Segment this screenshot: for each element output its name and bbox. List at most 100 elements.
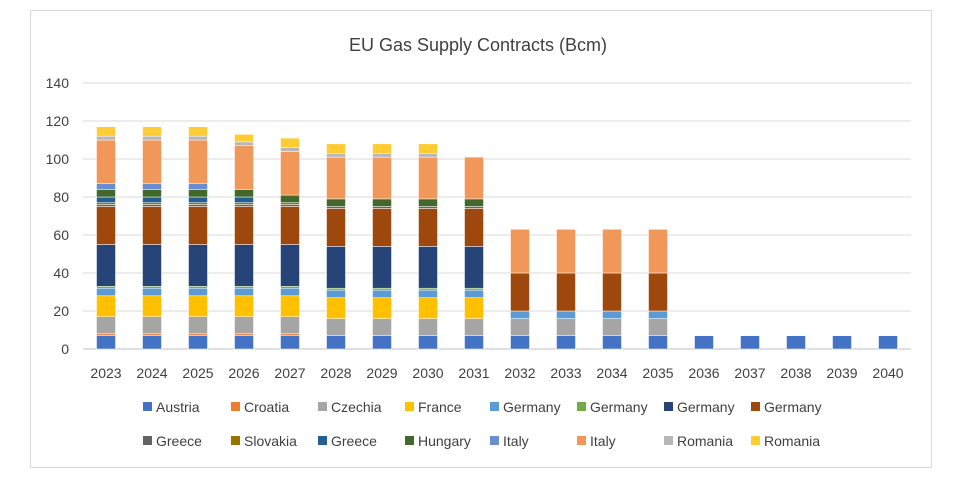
bar-segment	[510, 335, 530, 350]
y-tick-label: 60	[53, 227, 69, 243]
bar-segment	[280, 147, 300, 152]
bar-segment	[96, 287, 116, 297]
bar-segment	[464, 246, 484, 289]
bar-segment	[602, 272, 622, 312]
bar-segment	[234, 196, 254, 203]
x-tick-label: 2034	[596, 365, 627, 381]
bar-segment	[372, 143, 392, 154]
bar-segment	[96, 189, 116, 198]
bar-segment	[96, 204, 116, 207]
bar-segment	[510, 272, 530, 312]
bars	[96, 126, 898, 350]
x-tick-label: 2037	[734, 365, 765, 381]
bar-segment	[372, 287, 392, 291]
bar-segment	[418, 297, 438, 319]
legend-label: France	[418, 399, 462, 415]
bar-segment	[602, 310, 622, 319]
legend-swatch	[231, 402, 240, 411]
bar-segment	[234, 204, 254, 207]
bar-segment	[326, 143, 346, 154]
bar-segment	[372, 156, 392, 200]
bar-segment	[234, 189, 254, 198]
bar-segment	[142, 333, 162, 336]
bar-segment	[188, 316, 208, 335]
bar-segment	[188, 286, 208, 289]
bar-segment	[740, 335, 760, 350]
bar-segment	[142, 286, 162, 289]
bar-segment	[326, 153, 346, 158]
x-tick-label: 2036	[688, 365, 719, 381]
bar-segment	[694, 335, 714, 350]
legend-label: Germany	[764, 399, 822, 415]
bar-segment	[142, 335, 162, 350]
legend-label: Austria	[156, 399, 200, 415]
bar-segment	[372, 335, 392, 350]
x-tick-label: 2029	[366, 365, 397, 381]
legend-label: Croatia	[244, 399, 289, 415]
gridlines	[83, 82, 911, 350]
bar-segment	[188, 333, 208, 336]
bar-segment	[96, 202, 116, 205]
bar-segment	[234, 145, 254, 190]
bar-segment	[418, 318, 438, 336]
x-tick-label: 2039	[826, 365, 857, 381]
bar-segment	[464, 208, 484, 247]
legend-swatch	[405, 436, 414, 445]
bar-segment	[188, 196, 208, 203]
legend-swatch	[664, 436, 673, 445]
bar-segment	[418, 143, 438, 154]
chart-frame: EU Gas Supply Contracts (Bcm) 0 20 40 60 80 1…	[30, 10, 932, 468]
bar-segment	[280, 295, 300, 317]
bar-segment	[418, 246, 438, 289]
legend-label: Italy	[503, 433, 529, 449]
bar-segment	[234, 244, 254, 287]
bar-segment	[648, 229, 668, 274]
legend-swatch	[318, 402, 327, 411]
legend-swatch	[231, 436, 240, 445]
legend-label: Greece	[156, 433, 202, 449]
y-tick-label: 100	[46, 151, 70, 167]
bar-segment	[372, 208, 392, 247]
bar-segment	[96, 183, 116, 190]
bar-segment	[648, 335, 668, 350]
x-tick-label: 2030	[412, 365, 443, 381]
legend-label: Italy	[590, 433, 616, 449]
bar-segment	[464, 198, 484, 207]
x-tick-label: 2040	[872, 365, 903, 381]
bar-segment	[280, 194, 300, 203]
bar-segment	[372, 246, 392, 289]
x-tick-label: 2032	[504, 365, 535, 381]
legend-label: Germany	[503, 399, 561, 415]
bar-segment	[234, 286, 254, 289]
bar-segment	[372, 318, 392, 336]
bar-segment	[142, 139, 162, 184]
legend-swatch	[664, 402, 673, 411]
legend-label: Czechia	[331, 399, 382, 415]
bar-segment	[372, 297, 392, 319]
bar-segment	[556, 318, 576, 336]
bar-segment	[142, 206, 162, 245]
legend-swatch	[143, 402, 152, 411]
bar-segment	[142, 244, 162, 287]
bar-segment	[464, 297, 484, 319]
bar-segment	[418, 208, 438, 247]
bar-segment	[188, 126, 208, 137]
bar-segment	[188, 139, 208, 184]
x-tick-label: 2035	[642, 365, 673, 381]
bar-segment	[326, 289, 346, 298]
bar-segment	[96, 126, 116, 137]
bar-segment	[372, 289, 392, 298]
y-tick-label: 120	[46, 113, 70, 129]
y-tick-label: 20	[53, 303, 69, 319]
legend-swatch	[577, 402, 586, 411]
bar-segment	[96, 286, 116, 289]
legend-swatch	[143, 436, 152, 445]
bar-segment	[142, 202, 162, 205]
bar-segment	[602, 229, 622, 274]
y-tick-label: 80	[53, 189, 69, 205]
bar-segment	[234, 202, 254, 205]
bar-segment	[510, 318, 530, 336]
bar-segment	[832, 335, 852, 350]
bar-segment	[96, 316, 116, 335]
y-tick-label: 140	[46, 75, 70, 91]
